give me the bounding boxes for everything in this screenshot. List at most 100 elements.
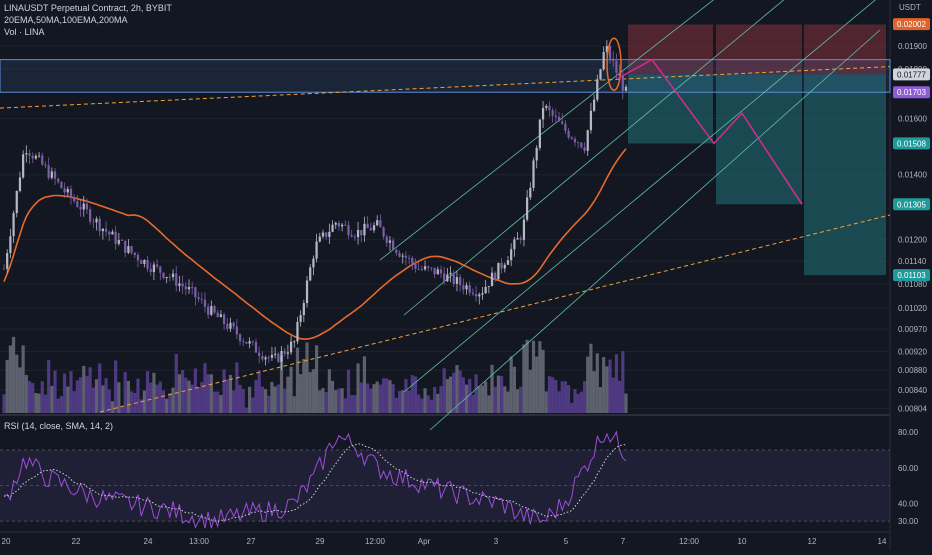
candle [430, 266, 433, 272]
candle-body [465, 285, 468, 290]
candle-body [289, 341, 293, 353]
volume-bar [98, 363, 102, 413]
candle-body [146, 259, 149, 269]
volume-bar [37, 393, 41, 413]
candle [395, 248, 398, 256]
candle-body [162, 272, 165, 279]
candle [181, 275, 184, 294]
volume-bar [212, 391, 217, 413]
candle-body [181, 283, 184, 287]
candle [57, 177, 60, 184]
volume-bar [509, 356, 513, 413]
candle-body [420, 269, 423, 270]
candle-body [258, 352, 261, 356]
volume-bar [522, 344, 526, 413]
candle-body [76, 201, 79, 207]
volume-bar [40, 381, 44, 413]
upper-trendline [0, 66, 891, 109]
spike-highlight [606, 37, 622, 91]
candle-body [328, 231, 331, 237]
candle [624, 84, 628, 92]
candle-body [404, 255, 408, 258]
candle-body [210, 306, 213, 315]
candle-body [526, 197, 529, 220]
candle [452, 270, 455, 288]
candle [423, 260, 427, 272]
volume-bar [136, 378, 140, 413]
candle [436, 266, 439, 275]
candle [34, 153, 38, 160]
volume-bar [72, 391, 76, 413]
candle [258, 346, 261, 364]
price-tag-label: 0.01777 [897, 70, 926, 79]
time-tick-label: 7 [621, 537, 626, 546]
candle [251, 340, 254, 346]
volume-bar [174, 353, 178, 413]
candle-body [245, 341, 248, 344]
candle [31, 152, 34, 164]
channel-line [403, 0, 876, 393]
candle-body [203, 299, 207, 307]
candle-body [60, 181, 63, 189]
candle [599, 68, 602, 81]
candle [404, 251, 408, 266]
candle [325, 232, 328, 240]
candle-body [615, 60, 618, 73]
candle-body [165, 277, 168, 279]
volume-bar [394, 397, 398, 413]
candle-body [136, 254, 140, 261]
candle [124, 240, 127, 258]
candle [37, 151, 41, 158]
candle [392, 237, 395, 251]
candle [82, 195, 85, 217]
candle-body [270, 354, 274, 358]
candle-body [127, 246, 130, 253]
candle-body [363, 223, 366, 236]
candle-body [79, 206, 82, 210]
time-tick-label: Apr [418, 537, 431, 546]
candle-body [621, 75, 624, 91]
candle [312, 255, 315, 276]
candle [420, 265, 423, 272]
volume-bar [439, 386, 443, 413]
volume-bar [155, 384, 159, 413]
candle-body [497, 262, 500, 280]
candle-body [522, 219, 526, 240]
candle [235, 318, 238, 340]
price-tick-label: 0.01900 [898, 42, 927, 51]
candle-body [446, 274, 449, 282]
candle-body [589, 110, 593, 131]
candle-body [152, 264, 156, 273]
candle [478, 292, 481, 305]
time-tick-label: 14 [878, 537, 887, 546]
candle [53, 168, 57, 186]
volume-bar [582, 381, 587, 413]
candle-body [213, 306, 216, 313]
volume-bar [292, 396, 296, 413]
candle [127, 239, 130, 255]
candle [213, 304, 216, 315]
candle [586, 129, 589, 156]
candle [321, 229, 325, 239]
candle-body [599, 69, 602, 80]
volume-bar [126, 380, 130, 413]
candle-body [340, 224, 344, 227]
candle-body [194, 287, 197, 298]
candle-body [143, 259, 146, 264]
candle [60, 181, 63, 189]
volume-bar [311, 369, 315, 413]
volume-bar [426, 395, 430, 413]
price-tags: 0.02002 0.01777 0.01703 0.01508 0.01305 0.011… [893, 18, 930, 282]
candle [503, 262, 506, 273]
candle [580, 142, 583, 149]
candle-body [149, 268, 152, 273]
volume-bar [110, 401, 115, 413]
candle-body [25, 153, 28, 155]
candle [143, 259, 146, 268]
candle-body [494, 272, 497, 280]
candle-body [592, 99, 596, 111]
time-axis: 20 22 24 13:00 27 29 12:00 Apr 3 5 7 12:00 10 12 14 [2, 537, 887, 546]
candle-body [577, 142, 580, 144]
volume-bar [458, 370, 462, 413]
